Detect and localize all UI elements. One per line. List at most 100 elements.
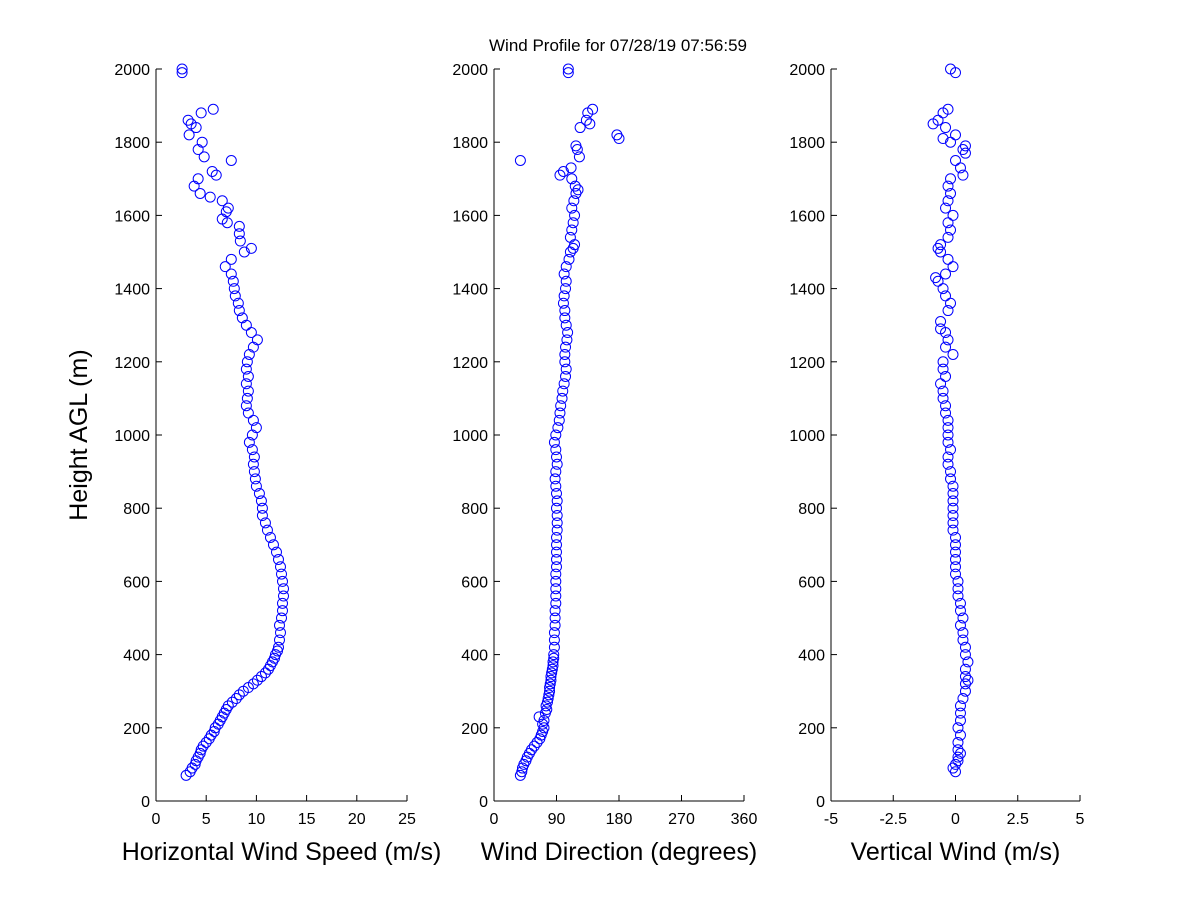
data-point	[182, 114, 194, 126]
data-point	[560, 319, 572, 331]
data-point	[516, 766, 528, 778]
data-point	[225, 268, 237, 280]
data-point	[940, 370, 952, 382]
data-point	[565, 162, 577, 174]
data-points	[514, 63, 625, 781]
data-point	[568, 195, 580, 207]
data-point	[551, 495, 563, 507]
x-tick-label: 5	[1076, 811, 1085, 828]
data-point	[236, 312, 248, 324]
data-point	[255, 671, 267, 683]
data-point	[230, 693, 242, 705]
data-point	[952, 755, 964, 767]
data-point	[940, 202, 952, 214]
data-point	[551, 546, 562, 558]
data-point	[528, 740, 540, 752]
data-point	[552, 422, 564, 434]
data-point	[947, 517, 959, 529]
data-point	[945, 466, 957, 478]
data-point	[245, 242, 257, 254]
data-point	[573, 151, 585, 163]
data-point	[611, 129, 623, 141]
y-tick-label: 800	[798, 501, 825, 518]
data-point	[249, 473, 261, 485]
data-point	[932, 242, 944, 254]
data-point	[942, 334, 954, 346]
data-point	[548, 436, 560, 448]
data-point	[267, 539, 279, 551]
data-point	[238, 246, 250, 258]
data-point	[240, 400, 252, 412]
data-point	[954, 700, 966, 712]
data-point	[947, 510, 959, 522]
data-point	[952, 751, 964, 763]
y-tick-label: 2000	[114, 62, 150, 79]
data-point	[183, 129, 195, 141]
data-point	[560, 370, 572, 382]
x-tick-label: 0	[152, 811, 161, 828]
y-tick-label: 1800	[789, 135, 825, 152]
data-point	[548, 649, 560, 661]
data-point	[937, 363, 949, 375]
data-point	[550, 429, 562, 441]
data-point	[945, 187, 957, 199]
data-point	[940, 407, 952, 419]
x-tick-label: 20	[348, 811, 366, 828]
data-point	[228, 283, 240, 295]
data-point	[559, 305, 571, 317]
y-tick-label: 0	[141, 794, 150, 811]
data-point	[950, 546, 961, 558]
x-tick-label: 270	[668, 811, 695, 828]
data-point	[544, 678, 556, 690]
data-point	[940, 122, 952, 134]
data-point	[278, 590, 290, 602]
data-point	[945, 224, 957, 236]
y-tick-label: 800	[461, 501, 488, 518]
data-point	[550, 466, 562, 478]
data-point	[950, 568, 961, 580]
data-point	[272, 641, 284, 653]
data-points	[176, 63, 290, 781]
data-point	[222, 202, 234, 214]
data-point	[264, 531, 276, 543]
data-point	[562, 63, 574, 75]
data-point	[567, 217, 579, 229]
data-point	[196, 136, 208, 148]
data-point	[945, 173, 957, 185]
data-point	[942, 305, 954, 317]
y-tick-label: 1200	[789, 355, 825, 372]
data-point	[225, 253, 237, 265]
y-tick-label: 200	[123, 721, 150, 738]
data-point	[952, 583, 964, 595]
y-tick-label: 1000	[789, 428, 825, 445]
data-point	[251, 334, 263, 346]
data-point	[560, 275, 572, 287]
data-point	[945, 473, 957, 485]
data-point	[180, 769, 192, 781]
data-point	[222, 700, 234, 712]
subplot-3: 0 200 400 600 800 1000 1200 1400 1600 1800 2000 -5 -…	[789, 62, 1084, 866]
x-tick-label: 15	[298, 811, 316, 828]
data-point	[954, 707, 966, 719]
data-point	[940, 268, 952, 280]
data-point	[954, 714, 966, 726]
data-point	[274, 561, 286, 573]
data-point	[954, 619, 966, 631]
data-point	[942, 103, 954, 115]
y-tick-label: 600	[461, 574, 488, 591]
data-point	[569, 180, 581, 192]
x-tick-label: -5	[824, 811, 838, 828]
data-point	[227, 275, 239, 287]
x-tick-label: 2.5	[1007, 811, 1029, 828]
data-point	[551, 510, 563, 522]
data-point	[272, 553, 284, 565]
data-point	[942, 231, 954, 243]
data-point	[937, 133, 949, 145]
subplot-1: 0 200 400 600 800 1000 1200 1400 1600 1800 2000 0 5 1…	[65, 62, 441, 866]
data-point	[207, 103, 219, 115]
data-point	[957, 612, 969, 624]
data-point	[246, 444, 258, 456]
data-point	[543, 689, 555, 701]
y-tick-label: 1400	[452, 282, 488, 299]
data-point	[559, 312, 571, 324]
